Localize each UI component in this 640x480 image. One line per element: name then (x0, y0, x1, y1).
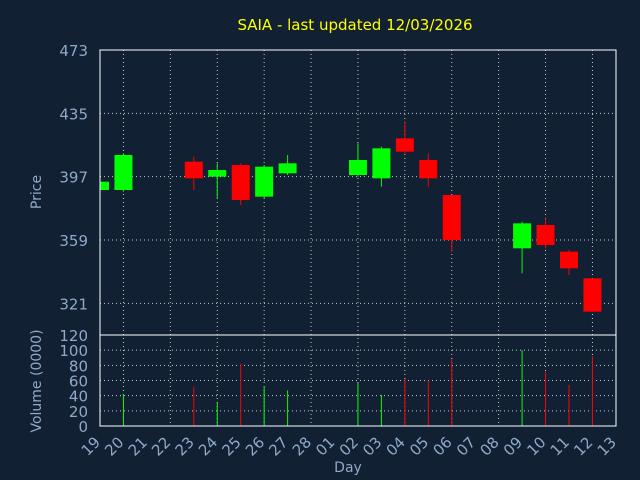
candle-body (348, 160, 367, 175)
volume-tick-label: 120 (59, 327, 88, 345)
x-tick-label: 04 (383, 433, 409, 459)
candle-body (100, 181, 109, 190)
price-tick-label: 359 (59, 232, 88, 250)
x-tick-label: 08 (476, 433, 502, 459)
price-tick-label: 397 (59, 169, 88, 187)
candle-layer (99, 121, 602, 312)
candle-body (184, 161, 203, 179)
x-tick-label: 05 (406, 433, 432, 459)
price-panel-frame (99, 49, 617, 336)
volume-tick-label: 100 (59, 342, 88, 360)
volume-tick-label: 0 (78, 418, 88, 436)
candle-body (395, 138, 414, 152)
candle-body (208, 170, 227, 177)
candle-body (583, 278, 602, 312)
x-tick-label: 13 (594, 433, 620, 459)
x-tick-label: 12 (570, 433, 596, 459)
volume-tick-label: 20 (69, 403, 88, 421)
candle-body (536, 225, 555, 245)
candle-body (419, 160, 438, 179)
x-tick-label: 03 (359, 433, 385, 459)
price-axis-label: Price (29, 175, 45, 209)
x-tick-label: 26 (242, 433, 268, 459)
x-tick-label: 22 (148, 433, 174, 459)
x-tick-label: 25 (218, 433, 244, 459)
candle-body (278, 163, 297, 174)
volume-axis-label: Volume (0000) (29, 329, 45, 432)
volume-panel-frame (99, 334, 617, 427)
price-tick-label: 321 (59, 295, 88, 313)
x-tick-label: 21 (125, 433, 151, 459)
price-tick-label: 435 (59, 105, 88, 123)
volume-layer (122, 350, 593, 426)
candle-body (231, 165, 250, 200)
axis-layer: 3213593974354730204060801001201920212223… (59, 42, 620, 460)
candle-body (442, 195, 461, 240)
candle-body (114, 155, 133, 190)
x-tick-label: 28 (289, 433, 315, 459)
candle-body (560, 251, 578, 269)
volume-tick-label: 40 (69, 388, 88, 406)
x-tick-label: 10 (523, 433, 549, 459)
x-axis-label: Day (334, 460, 362, 476)
x-tick-label: 19 (78, 433, 104, 459)
volume-tick-label: 60 (69, 373, 88, 391)
candle-body (513, 223, 532, 249)
candle-body (372, 148, 391, 179)
x-tick-label: 20 (101, 433, 127, 459)
x-tick-label: 02 (336, 433, 362, 459)
x-tick-label: 24 (195, 433, 221, 459)
x-tick-label: 23 (172, 433, 198, 459)
x-tick-label: 06 (430, 433, 456, 459)
x-tick-label: 01 (312, 433, 338, 459)
price-tick-label: 473 (59, 42, 88, 60)
x-tick-label: 07 (453, 433, 479, 459)
x-tick-label: 11 (547, 433, 573, 459)
chart-title: SAIA - last updated 12/03/2026 (237, 16, 472, 34)
x-tick-label: 27 (265, 433, 291, 459)
candle-body (255, 166, 274, 197)
volume-tick-label: 80 (69, 357, 88, 375)
x-tick-label: 09 (500, 433, 526, 459)
